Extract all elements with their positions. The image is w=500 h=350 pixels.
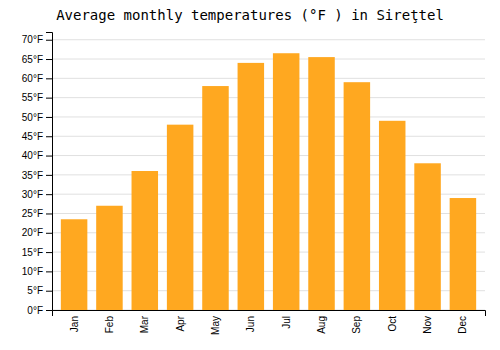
chart: Average monthly temperatures (°F ) in Si…: [0, 0, 500, 350]
y-tick: 60°F: [22, 73, 52, 84]
x-tick-label: Feb: [104, 316, 115, 334]
plot: 0°F 5°F 10°F 15°F 20°F 25°F 30°F 35°F 40°F 45°F 50…: [22, 33, 486, 335]
x-tick: Jan: [69, 310, 80, 332]
y-tick-label: 60°F: [22, 73, 43, 84]
grid-line: [52, 97, 485, 98]
y-tick: 70°F: [22, 34, 52, 45]
bar: [379, 121, 406, 310]
y-tick-mark: [46, 252, 52, 253]
y-tick: 30°F: [22, 189, 52, 200]
grid-line: [52, 136, 485, 137]
y-tick-label: 40°F: [22, 150, 43, 161]
bar: [450, 198, 477, 310]
y-tick: 10°F: [22, 266, 52, 277]
y-tick-mark: [46, 40, 52, 41]
y-tick-mark: [46, 194, 52, 195]
y-tick-mark: [46, 117, 52, 118]
y-tick-mark: [46, 136, 52, 137]
y-tick-label: 5°F: [27, 285, 43, 296]
bar: [273, 53, 300, 310]
y-tick-label: 15°F: [22, 247, 43, 258]
bar: [344, 82, 371, 310]
bars: [61, 53, 476, 310]
x-tick-label: May: [210, 316, 221, 335]
y-tick-label: 50°F: [22, 112, 43, 123]
y-axis-line: [46, 33, 53, 311]
bar: [414, 163, 441, 310]
y-tick: 50°F: [22, 112, 52, 123]
x-tick: Dec: [457, 310, 468, 334]
bar: [202, 86, 229, 310]
y-tick-label: 10°F: [22, 266, 43, 277]
y-tick-label: 0°F: [27, 305, 43, 316]
bar: [61, 219, 88, 310]
y-tick-mark: [46, 156, 52, 157]
y-tick-mark: [46, 98, 52, 99]
y-tick-label: 35°F: [22, 170, 43, 181]
bar: [96, 206, 123, 310]
x-tick-label: Aug: [316, 316, 327, 334]
y-tick: 5°F: [27, 285, 52, 296]
y-tick: 65°F: [22, 54, 52, 65]
y-tick: 55°F: [22, 92, 52, 103]
bar: [238, 63, 265, 310]
y-tick-label: 45°F: [22, 131, 43, 142]
x-tick: Jul: [281, 310, 292, 329]
x-tick: Mar: [139, 310, 150, 333]
x-tick: Jun: [245, 310, 256, 332]
x-tick: Feb: [104, 310, 115, 333]
x-tick-label: Nov: [422, 316, 433, 334]
x-tick: May: [210, 310, 221, 335]
x-tick-label: Mar: [139, 315, 150, 333]
bar: [167, 125, 194, 310]
y-tick: 15°F: [22, 247, 52, 258]
y-tick-mark: [46, 78, 52, 79]
bar: [132, 171, 159, 310]
x-tick: Sep: [351, 310, 362, 334]
y-axis: 0°F 5°F 10°F 15°F 20°F 25°F 30°F 35°F 40°F 45°F 50…: [22, 33, 53, 316]
x-tick: Aug: [316, 310, 327, 334]
y-tick: 45°F: [22, 131, 52, 142]
x-tick-label: Sep: [351, 316, 362, 334]
y-tick: 0°F: [27, 305, 52, 316]
y-tick-label: 65°F: [22, 54, 43, 65]
y-tick-mark: [46, 271, 52, 272]
x-tick-label: Oct: [387, 316, 398, 332]
y-tick-mark: [46, 310, 52, 311]
grid-line: [52, 78, 485, 79]
x-tick-label: Apr: [175, 315, 186, 331]
y-tick-label: 25°F: [22, 208, 43, 219]
y-tick: 20°F: [22, 227, 52, 238]
y-tick: 40°F: [22, 150, 52, 161]
y-tick-mark: [46, 213, 52, 214]
y-tick-mark: [46, 175, 52, 176]
title: Average monthly temperatures (°F ) in Si…: [56, 7, 444, 23]
bar: [308, 57, 335, 310]
x-tick: Apr: [175, 310, 186, 332]
grid: [52, 40, 485, 310]
x-tick-label: Jul: [281, 316, 292, 329]
x-tick-label: Dec: [457, 316, 468, 334]
y-tick-mark: [46, 59, 52, 60]
y-tick: 35°F: [22, 170, 52, 181]
grid-line: [52, 39, 485, 40]
y-tick-label: 30°F: [22, 189, 43, 200]
y-tick-label: 70°F: [22, 34, 43, 45]
grid-line: [52, 155, 485, 156]
x-tick-label: Jun: [245, 316, 256, 332]
y-tick-mark: [46, 291, 52, 292]
x-tick: Nov: [422, 310, 433, 334]
grid-line: [52, 59, 485, 60]
x-axis-line: [53, 311, 486, 317]
y-tick-mark: [46, 233, 52, 234]
x-axis: Jan Feb Mar Apr May Jun Jul Aug Sep Oct Nov Dec: [53, 310, 486, 335]
grid-line: [52, 116, 485, 117]
x-tick-label: Jan: [69, 316, 80, 332]
y-tick-label: 55°F: [22, 92, 43, 103]
y-tick-label: 20°F: [22, 227, 43, 238]
x-tick: Oct: [387, 310, 398, 332]
y-tick: 25°F: [22, 208, 52, 219]
